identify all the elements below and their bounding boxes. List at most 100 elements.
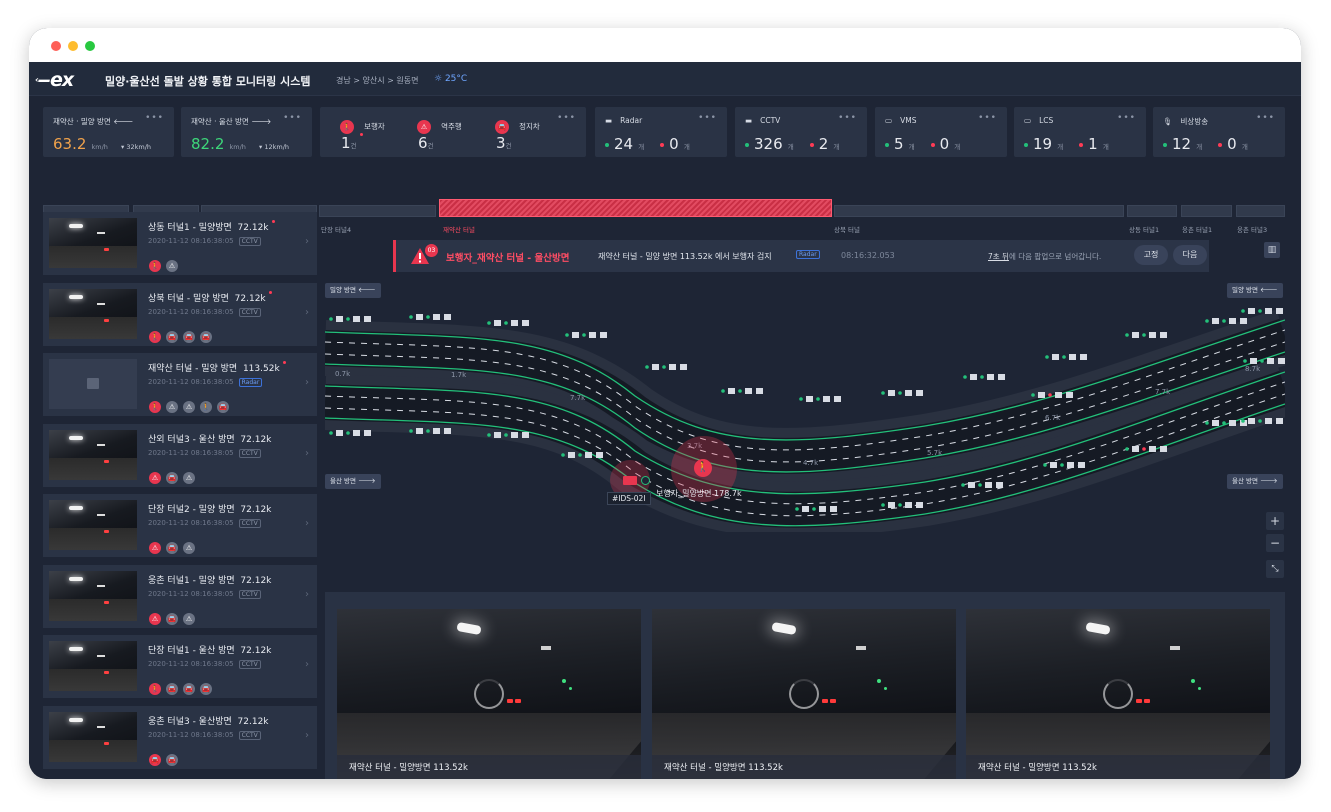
next-button[interactable]: 다음 [1173, 245, 1207, 265]
chevron-right-icon[interactable]: › [305, 306, 309, 318]
device-cluster[interactable] [409, 428, 451, 434]
road-map[interactable]: 0.7k 1.7k 7.7k 8.7k 7.7k 6.7k 3.7k 4.7k 5.7k [325, 302, 1285, 532]
dir-ulsan-left[interactable]: 울산 방면 🡒 [325, 474, 381, 489]
device-cluster[interactable] [1243, 358, 1285, 364]
list-item[interactable]: 웅촌 터널1 - 밀양 방면 72.12k 2020-11-12 08:16:38… [43, 564, 317, 628]
ex-logo-icon[interactable]: ‹‒ex [35, 69, 74, 91]
dir-label: 울산 방면 [1232, 477, 1258, 485]
device-marker[interactable] [623, 476, 637, 485]
dir-milyang-right[interactable]: 밀양 방면 🡐 [1227, 283, 1283, 298]
tunnel-bar-8[interactable] [1181, 205, 1232, 217]
device-cluster[interactable] [565, 332, 607, 338]
tunnel-bar-6[interactable] [834, 205, 1124, 217]
chevron-right-icon[interactable]: › [305, 236, 309, 247]
chevron-right-icon[interactable]: › [305, 518, 309, 529]
error-dot [660, 142, 665, 147]
more-icon[interactable]: ••• [1117, 113, 1136, 123]
more-icon[interactable]: ••• [557, 113, 576, 123]
device-cluster[interactable] [329, 316, 371, 322]
device-cluster[interactable] [561, 452, 603, 458]
device-label: #IDS-02I [607, 492, 651, 505]
device-cluster[interactable] [721, 388, 763, 394]
device-cluster[interactable] [645, 364, 687, 370]
countdown-link[interactable]: 7초 뒤 [988, 252, 1009, 261]
device-cluster[interactable] [1205, 318, 1247, 324]
tunnel-label[interactable]: 재약산 터널 [443, 226, 475, 234]
device-cluster[interactable] [1125, 446, 1167, 452]
device-cluster[interactable] [799, 396, 841, 402]
speed-card-2[interactable]: 재약산 · 울산 방면 🡒 ••• 82.2 km/h ▾ 12km/h [181, 107, 312, 157]
incident-stopped[interactable]: 🚘 정지차 3건 [495, 114, 575, 152]
incident-card[interactable]: ••• 🚶 보행자 1건 ⚠ 역주행 6건 🚘 정지차 3건 [320, 107, 586, 157]
chevron-right-icon[interactable]: › [305, 377, 309, 388]
zoom-in-button[interactable]: + [1266, 512, 1284, 530]
tunnel-bar-4[interactable] [319, 205, 436, 217]
device-cluster[interactable] [409, 314, 451, 320]
list-item[interactable]: 단장 터널2 - 밀양 방면 72.12k 2020-11-12 08:16:38… [43, 494, 317, 557]
tunnel-label[interactable]: 단장 터널4 [321, 226, 352, 234]
tunnel-label[interactable]: 웅촌 터널1 [1182, 226, 1213, 234]
tunnel-label[interactable]: 상북 터널 [834, 226, 860, 234]
more-icon[interactable]: ••• [1256, 113, 1275, 123]
chevron-right-icon[interactable]: › [305, 729, 309, 741]
more-icon[interactable]: ••• [698, 113, 717, 123]
device-cluster[interactable] [487, 320, 529, 326]
zoom-out-button[interactable]: − [1266, 534, 1284, 552]
more-icon[interactable]: ••• [145, 113, 164, 123]
list-item[interactable]: 재약산 터널 - 밀양 방면 113.52k 2020-11-12 08:16:3… [43, 353, 317, 416]
incident-pedestrian[interactable]: 🚶 보행자 1건 [340, 114, 420, 152]
minimize-dot-icon[interactable] [68, 41, 78, 51]
device-cluster[interactable] [961, 482, 1003, 488]
chart-icon[interactable]: ▥ [1264, 242, 1280, 258]
camera-feed[interactable]: 재약산 터널 - 밀양방면 113.52k [966, 609, 1270, 779]
cctv-thumbnail [49, 711, 137, 762]
tunnel-bar-9[interactable] [1236, 205, 1285, 217]
device-cluster[interactable] [1045, 354, 1087, 360]
device-cluster[interactable] [1241, 308, 1283, 314]
device-cluster[interactable] [881, 502, 923, 508]
fit-screen-icon[interactable]: ⤡ [1266, 560, 1284, 578]
list-item[interactable]: 산외 터널3 - 울산 방면 72.12k 2020-11-12 08:16:38… [43, 423, 317, 487]
incident-wrongway[interactable]: ⚠ 역주행 6건 [417, 114, 497, 152]
dir-ulsan-right[interactable]: 울산 방면 🡒 [1227, 474, 1283, 489]
list-item[interactable]: 상동 터널1 - 밀양방면 72.12k 2020-11-12 08:16:38:… [43, 212, 317, 275]
device-cluster[interactable] [881, 390, 923, 396]
device-cluster[interactable] [487, 432, 529, 438]
camera-feed[interactable]: 재약산 터널 - 밀양방면 113.52k [652, 609, 956, 779]
list-item-tag: CCTV [238, 730, 261, 740]
chevron-right-icon[interactable]: › [305, 447, 309, 459]
device-cluster[interactable] [1241, 418, 1283, 424]
device-cluster[interactable] [1205, 420, 1247, 426]
speed-card-1[interactable]: 재약산 · 밀양 방면 🡐 ••• 63.2 km/h ▾ 32km/h [43, 107, 174, 157]
list-item[interactable]: 단장 터널1 - 울산 방면 72.12k 2020-11-12 08:16:38… [43, 635, 317, 698]
device-cluster[interactable] [1043, 462, 1085, 468]
tunnel-bar-7[interactable] [1127, 205, 1177, 217]
chevron-right-icon[interactable]: › [305, 588, 309, 600]
device-cluster[interactable] [329, 430, 371, 436]
camera-feed[interactable]: 재약산 터널 - 밀양방면 113.52k [337, 609, 641, 779]
device-cluster[interactable] [1031, 392, 1073, 398]
more-icon[interactable]: ••• [838, 113, 857, 123]
pin-button[interactable]: 고정 [1134, 245, 1168, 265]
more-icon[interactable]: ••• [283, 113, 302, 123]
device-error-count: 0 [1227, 135, 1237, 153]
more-icon[interactable]: ••• [978, 113, 997, 123]
maximize-dot-icon[interactable] [85, 41, 95, 51]
device-cluster[interactable] [795, 506, 837, 512]
chevron-right-icon[interactable]: › [305, 659, 309, 670]
device-cluster[interactable] [1125, 332, 1167, 338]
tunnel-label[interactable]: 웅촌 터널3 [1237, 226, 1268, 234]
tunnel-bar-5[interactable] [439, 199, 832, 217]
list-item[interactable]: 상북 터널 - 밀양 방면 72.12k 2020-11-12 08:16:38:… [43, 282, 317, 346]
list-item[interactable]: 웅촌 터널3 - 울산방면 72.12k 2020-11-12 08:16:38:… [43, 705, 317, 769]
dir-milyang-left[interactable]: 밀양 방면 🡐 [325, 283, 381, 298]
tunnel-label[interactable]: 상동 터널1 [1129, 226, 1160, 234]
device-cluster[interactable] [963, 374, 1005, 380]
close-dot-icon[interactable] [51, 41, 61, 51]
pedestrian-marker-icon[interactable]: 🚶 [694, 459, 712, 477]
